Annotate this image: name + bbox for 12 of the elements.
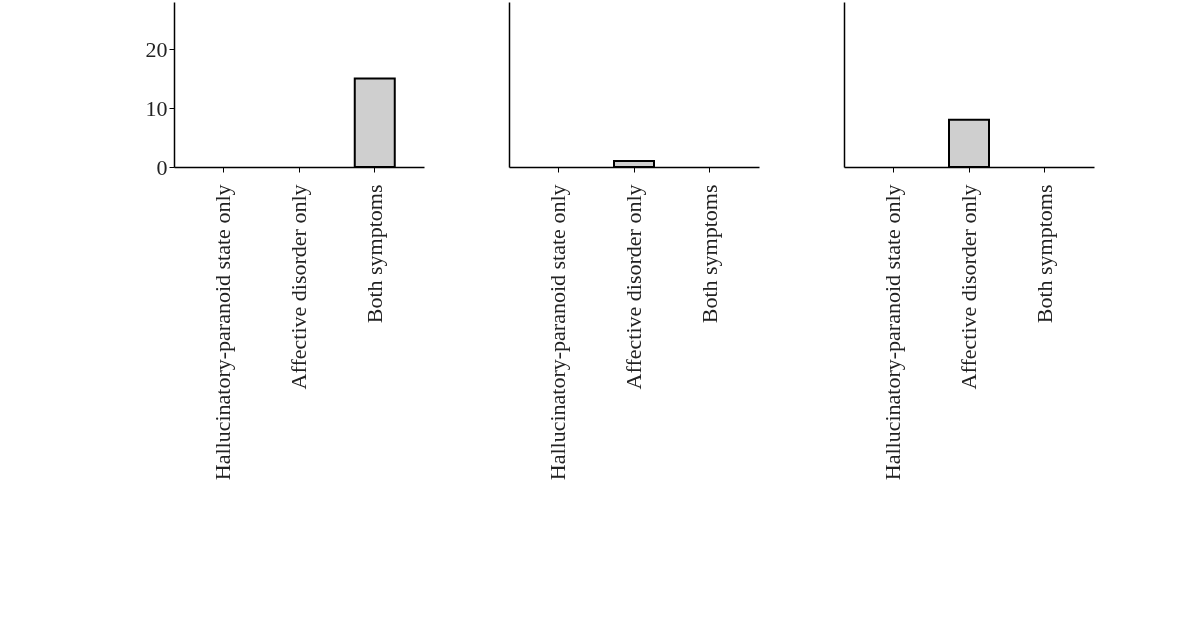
x-tick-label: Both symptoms xyxy=(696,184,722,324)
y-tick-label: 0 xyxy=(156,154,168,180)
x-tick-label: Hallucinatory-paranoid state only xyxy=(210,184,236,481)
x-tick-label: Hallucinatory-paranoid state only xyxy=(545,184,571,481)
x-tick-label: Affective disorder only xyxy=(956,184,981,390)
x-tick-label: Hallucinatory-paranoid state only xyxy=(880,184,906,481)
x-tick-label: Both symptoms xyxy=(1031,184,1057,324)
x-tick-label: Affective disorder only xyxy=(286,184,311,390)
x-tick-label: Affective disorder only xyxy=(621,184,646,390)
x-tick-label: Both symptoms xyxy=(361,184,387,324)
y-tick-label: 10 xyxy=(145,95,168,121)
y-tick-label: 20 xyxy=(145,36,168,62)
